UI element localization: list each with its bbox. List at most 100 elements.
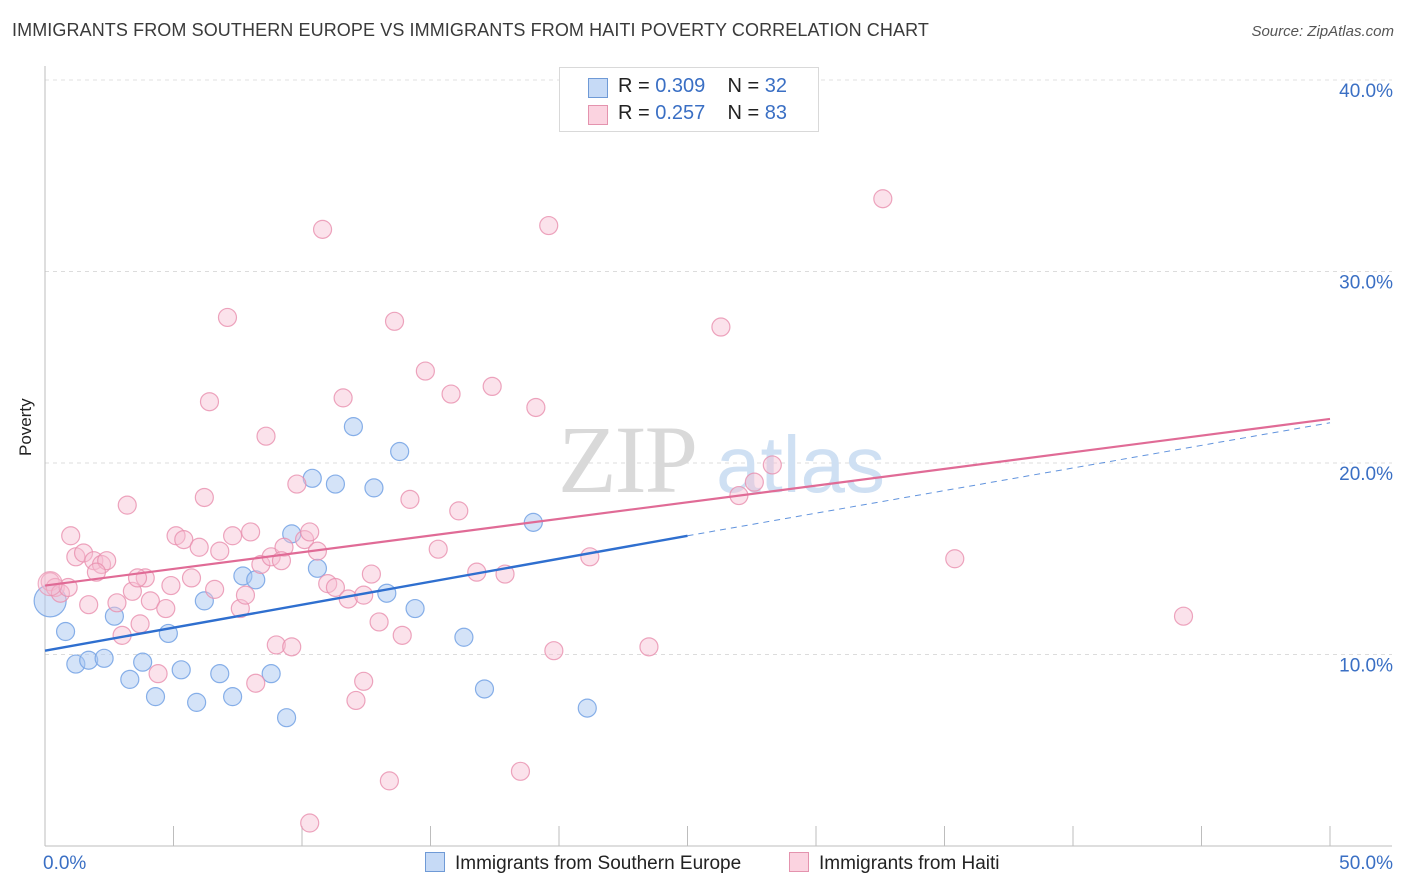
data-point-southern-europe <box>133 652 153 672</box>
data-point-haiti <box>379 771 399 791</box>
bottom-legend-label-2: Immigrants from Haiti <box>819 853 1000 874</box>
data-point-haiti <box>945 549 965 569</box>
data-point-haiti <box>744 472 764 492</box>
data-point-haiti <box>510 761 531 781</box>
data-point-haiti <box>384 311 405 331</box>
y-axis-label: Poverty <box>16 398 35 456</box>
x-tick-label-max: 50.0% <box>1339 853 1393 874</box>
data-point-haiti <box>711 317 731 337</box>
data-point-southern-europe <box>171 660 191 680</box>
legend-n-value: 32 <box>764 75 788 97</box>
data-point-southern-europe <box>246 570 266 590</box>
watermark-zip: ZIP <box>558 406 696 513</box>
y-tick-label: 10.0% <box>1339 656 1393 677</box>
data-point-haiti <box>354 671 374 691</box>
data-point-southern-europe <box>474 679 495 699</box>
data-point-haiti <box>107 593 127 613</box>
legend-swatch-blue <box>588 78 608 98</box>
data-point-haiti <box>246 673 266 693</box>
data-point-haiti <box>333 388 353 408</box>
data-point-haiti <box>140 591 160 611</box>
y-tick-label: 40.0% <box>1339 81 1393 102</box>
chart-title: IMMIGRANTS FROM SOUTHERN EUROPE VS IMMIG… <box>12 20 929 40</box>
data-point-southern-europe <box>343 417 363 437</box>
data-point-southern-europe <box>210 664 230 684</box>
data-point-haiti <box>117 495 137 515</box>
legend-r-value: 0.257 <box>655 102 706 124</box>
data-point-haiti <box>217 307 238 328</box>
data-point-haiti <box>312 219 333 239</box>
data-point-haiti <box>428 539 448 559</box>
data-point-haiti <box>544 641 564 661</box>
bottom-legend-swatch-pink <box>789 852 809 872</box>
data-point-haiti <box>61 526 81 546</box>
trend-lines <box>44 417 1331 652</box>
bottom-legend-southern-europe: Immigrants from Southern Europe <box>425 852 741 875</box>
data-point-haiti <box>194 487 214 508</box>
data-point-haiti <box>256 426 276 446</box>
data-point-haiti <box>282 637 302 657</box>
data-point-haiti <box>210 541 230 561</box>
data-point-haiti <box>205 579 225 599</box>
data-point-haiti <box>251 554 271 575</box>
data-point-haiti <box>441 384 461 404</box>
data-point-haiti <box>127 568 148 588</box>
trend-line-haiti <box>44 417 1331 587</box>
bottom-legend-swatch-blue <box>425 852 445 872</box>
legend-n-label: N = <box>727 75 765 97</box>
data-point-haiti <box>392 625 412 645</box>
data-point-haiti <box>189 537 209 557</box>
data-point-haiti <box>79 595 99 615</box>
tick-labels: 10.0% 20.0% 30.0% 40.0% 0.0% 50.0% <box>43 81 1393 874</box>
data-point-southern-europe <box>120 669 140 689</box>
data-point-southern-europe <box>577 698 597 718</box>
bottom-legend-label-1: Immigrants from Southern Europe <box>455 853 742 874</box>
data-point-haiti <box>580 547 600 567</box>
data-point-haiti <box>130 614 150 634</box>
data-point-southern-europe <box>261 664 281 684</box>
data-point-haiti <box>235 585 256 605</box>
data-point-southern-europe <box>307 558 328 578</box>
legend-n-label: N = <box>727 102 765 124</box>
data-point-haiti <box>161 575 181 596</box>
data-point-haiti <box>199 392 220 412</box>
data-point-haiti <box>1173 606 1194 626</box>
trend-line-southern-europe <box>44 534 688 652</box>
data-point-southern-europe <box>223 687 243 707</box>
correlation-legend: R = 0.309 N = 32 R = 0.257 N = 83 <box>559 67 819 132</box>
data-point-haiti <box>415 361 435 381</box>
source-credit: Source: ZipAtlas.com <box>1251 23 1394 40</box>
data-point-haiti <box>86 562 107 582</box>
data-point-haiti <box>287 474 307 494</box>
data-point-haiti <box>325 577 346 598</box>
data-point-southern-europe <box>405 598 425 619</box>
data-point-haiti <box>539 215 559 236</box>
data-point-haiti <box>300 522 320 542</box>
legend-n-value: 83 <box>764 102 788 124</box>
legend-r-label: R = <box>618 102 656 124</box>
legend-r-label: R = <box>618 75 656 97</box>
data-point-haiti <box>526 397 546 418</box>
data-point-haiti <box>148 664 168 684</box>
data-point-haiti <box>369 612 389 632</box>
data-point-haiti <box>174 529 194 550</box>
y-tick-label: 20.0% <box>1339 464 1393 485</box>
data-point-haiti <box>73 543 94 563</box>
axes <box>44 66 1392 847</box>
series-southern-europe <box>33 417 597 728</box>
data-point-haiti <box>223 526 243 546</box>
data-point-haiti <box>361 564 381 584</box>
data-point-southern-europe <box>145 687 166 707</box>
data-point-southern-europe <box>276 708 297 728</box>
trend-line-southern-europe-extension <box>687 422 1331 537</box>
data-point-haiti <box>241 522 261 542</box>
data-point-haiti <box>873 189 893 209</box>
data-point-southern-europe <box>390 441 410 462</box>
data-point-southern-europe <box>94 648 114 668</box>
legend-r-value: 0.309 <box>655 75 706 97</box>
data-point-southern-europe <box>325 474 346 494</box>
data-point-haiti <box>762 455 782 475</box>
data-point-haiti <box>482 376 502 396</box>
data-point-haiti <box>266 635 286 655</box>
